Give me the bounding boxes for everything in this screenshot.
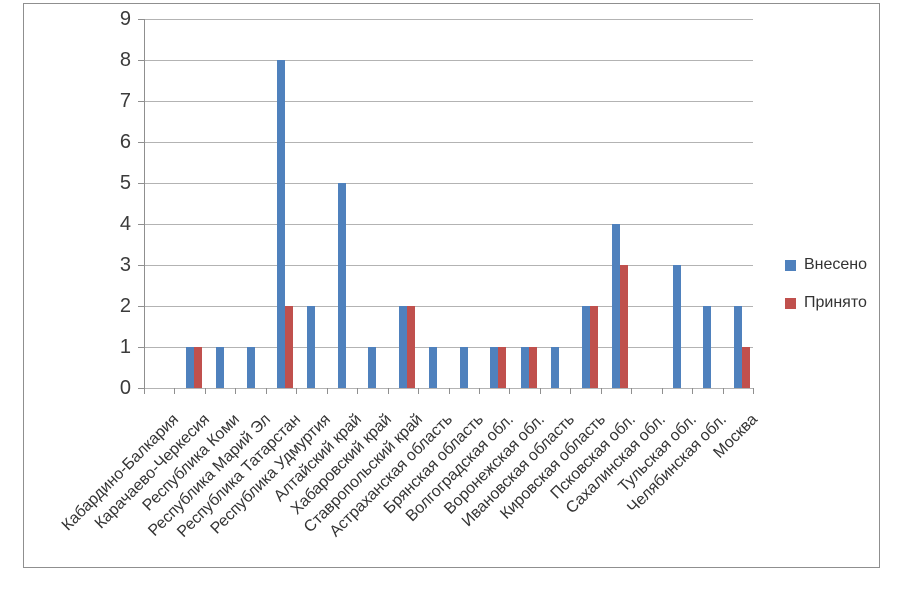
legend-label: Принято <box>804 294 867 311</box>
x-axis-tick <box>235 388 237 394</box>
x-axis-tick <box>144 388 145 394</box>
x-axis-tick <box>692 388 694 394</box>
y-axis-tick-label: 2 <box>119 295 131 317</box>
bar-prinyato <box>589 306 598 388</box>
x-axis-tick <box>600 388 602 394</box>
bar-vneseno <box>459 347 468 388</box>
y-axis-tick <box>138 347 144 348</box>
legend-swatch <box>785 297 796 309</box>
bar-vneseno <box>307 306 316 388</box>
legend-item: Внесено <box>785 256 867 274</box>
bar-vneseno <box>733 306 742 388</box>
bar-vneseno <box>490 347 499 388</box>
x-axis-tick <box>570 388 572 394</box>
x-axis-tick <box>326 388 328 394</box>
bar-vneseno <box>277 60 286 388</box>
legend-swatch <box>785 259 796 271</box>
gridline <box>144 101 753 102</box>
y-axis-tick-label: 8 <box>119 49 131 71</box>
gridline <box>144 265 753 266</box>
y-axis-tick-label: 9 <box>119 8 131 30</box>
x-axis-tick <box>448 388 450 394</box>
x-axis-tick <box>478 388 480 394</box>
x-axis-tick <box>722 388 724 394</box>
bar-vneseno <box>429 347 438 388</box>
y-axis-tick <box>138 183 144 184</box>
bar-prinyato <box>619 265 628 388</box>
bar-prinyato <box>285 306 294 388</box>
x-axis-tick <box>661 388 663 394</box>
y-axis-tick-label: 5 <box>119 172 131 194</box>
y-axis-tick <box>138 265 144 266</box>
bar-vneseno <box>246 347 255 388</box>
bar-vneseno <box>581 306 590 388</box>
x-axis-tick <box>753 388 754 394</box>
bar-prinyato <box>528 347 537 388</box>
y-axis-tick-label: 7 <box>119 90 131 112</box>
y-axis-tick <box>138 388 144 389</box>
bar-vneseno <box>337 183 346 388</box>
gridline <box>144 306 753 307</box>
gridline <box>144 183 753 184</box>
gridline <box>144 347 753 348</box>
legend: Внесено Принято <box>785 256 867 332</box>
bar-prinyato <box>406 306 415 388</box>
gridline <box>144 60 753 61</box>
x-axis-tick <box>265 388 267 394</box>
x-axis-tick <box>418 388 420 394</box>
legend-label: Внесено <box>804 256 868 273</box>
x-axis-tick <box>509 388 511 394</box>
x-axis-tick <box>539 388 541 394</box>
y-axis-tick <box>138 224 144 225</box>
y-axis-tick <box>138 60 144 61</box>
bar-vneseno <box>551 347 560 388</box>
bar-vneseno <box>398 306 407 388</box>
gridline <box>144 142 753 143</box>
x-axis-tick <box>296 388 298 394</box>
y-axis-tick-label: 6 <box>119 131 131 153</box>
y-axis-tick-label: 4 <box>119 213 131 235</box>
y-axis-tick <box>138 306 144 307</box>
y-axis-tick <box>138 142 144 143</box>
y-axis-tick-label: 3 <box>119 254 131 276</box>
x-axis-tick <box>174 388 176 394</box>
x-axis-tick <box>357 388 359 394</box>
bar-prinyato <box>741 347 750 388</box>
legend-item: Принято <box>785 294 867 312</box>
bar-vneseno <box>368 347 377 388</box>
gridline <box>144 19 753 20</box>
y-axis-tick-label: 0 <box>119 377 131 399</box>
bar-vneseno <box>216 347 225 388</box>
bar-vneseno <box>611 224 620 388</box>
bar-vneseno <box>520 347 529 388</box>
bar-vneseno <box>185 347 194 388</box>
x-axis-tick <box>387 388 389 394</box>
y-axis-line <box>144 19 145 394</box>
bar-prinyato <box>193 347 202 388</box>
bar-prinyato <box>498 347 507 388</box>
bar-vneseno <box>672 265 681 388</box>
chart-outer-frame <box>23 3 880 568</box>
bar-vneseno <box>703 306 712 388</box>
y-axis-tick <box>138 101 144 102</box>
y-axis-tick <box>138 19 144 20</box>
x-axis-tick <box>631 388 633 394</box>
gridline <box>144 224 753 225</box>
y-axis-tick-label: 1 <box>119 336 131 358</box>
x-axis-tick <box>204 388 206 394</box>
